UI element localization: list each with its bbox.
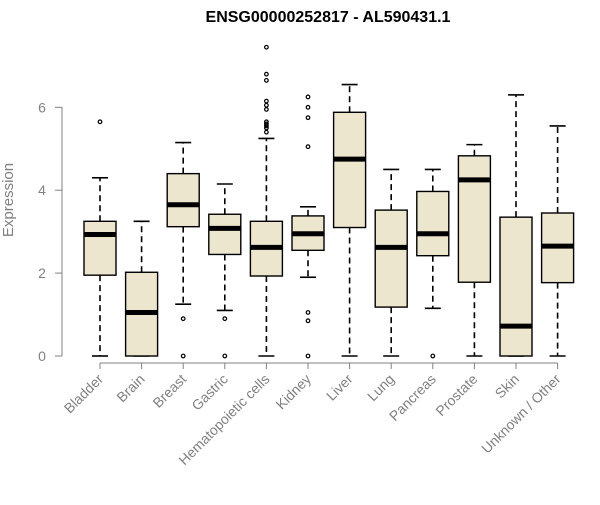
outlier-point <box>222 353 228 359</box>
outlier-point <box>264 119 269 125</box>
y-axis: 0 2 4 6 <box>38 99 63 364</box>
outlier-point <box>264 71 269 77</box>
box-skin <box>499 94 533 357</box>
outlier-point <box>305 94 311 100</box>
outlier-point <box>264 77 269 83</box>
outlier-point <box>264 98 269 104</box>
box-pancreas <box>416 168 450 359</box>
y-tick-label: 4 <box>38 182 46 198</box>
box-liver <box>332 83 367 357</box>
outlier-point <box>305 144 311 150</box>
outlier-point <box>264 106 269 112</box>
box-brain <box>124 220 159 357</box>
iqr-box <box>166 172 200 228</box>
box-kidney <box>291 94 325 359</box>
outlier-point <box>264 44 269 50</box>
x-tick-label: Breast <box>149 371 189 411</box>
outlier-point <box>264 102 269 108</box>
outlier-point <box>222 316 228 322</box>
box-lung <box>374 168 408 357</box>
outlier-point <box>305 318 311 324</box>
x-tick-label: Bladder <box>61 371 107 417</box>
box-series <box>83 44 575 359</box>
x-tick-label: Brain <box>113 371 147 405</box>
outlier-point <box>264 121 269 127</box>
outlier-point <box>305 104 311 110</box>
y-axis-label: Expression <box>0 163 17 237</box>
iqr-box <box>457 155 492 283</box>
iqr-box <box>374 209 408 308</box>
outlier-point <box>180 316 186 322</box>
outlier-point <box>97 119 103 125</box>
x-tick-label: Kidney <box>273 371 315 413</box>
iqr-box <box>416 190 450 257</box>
box-unknown-other <box>540 125 575 357</box>
outlier-point <box>305 115 311 121</box>
outlier-point <box>264 129 269 135</box>
x-tick-label: Unknown / Other <box>478 371 564 457</box>
y-tick-label: 2 <box>38 265 46 281</box>
outlier-point <box>305 353 311 359</box>
box-gastric <box>208 183 242 359</box>
iqr-box <box>499 216 533 357</box>
box-hematopoietic-cells <box>249 44 284 357</box>
chart-title: ENSG00000252817 - AL590431.1 <box>206 9 451 26</box>
outlier-point <box>305 310 311 315</box>
box-prostate <box>457 143 492 357</box>
y-tick-label: 0 <box>38 348 46 364</box>
x-tick-label: Prostate <box>432 371 480 419</box>
x-tick-label: Lung <box>364 371 397 404</box>
x-tick-label: Liver <box>323 371 356 404</box>
box-breast <box>166 141 200 359</box>
iqr-box <box>83 220 117 276</box>
outlier-point <box>430 353 436 359</box>
outlier-point <box>180 353 186 359</box>
iqr-box <box>332 111 367 229</box>
x-tick-label: Skin <box>492 371 523 402</box>
iqr-box <box>208 213 242 256</box>
y-tick-label: 6 <box>38 99 46 115</box>
box-bladder <box>83 119 117 357</box>
